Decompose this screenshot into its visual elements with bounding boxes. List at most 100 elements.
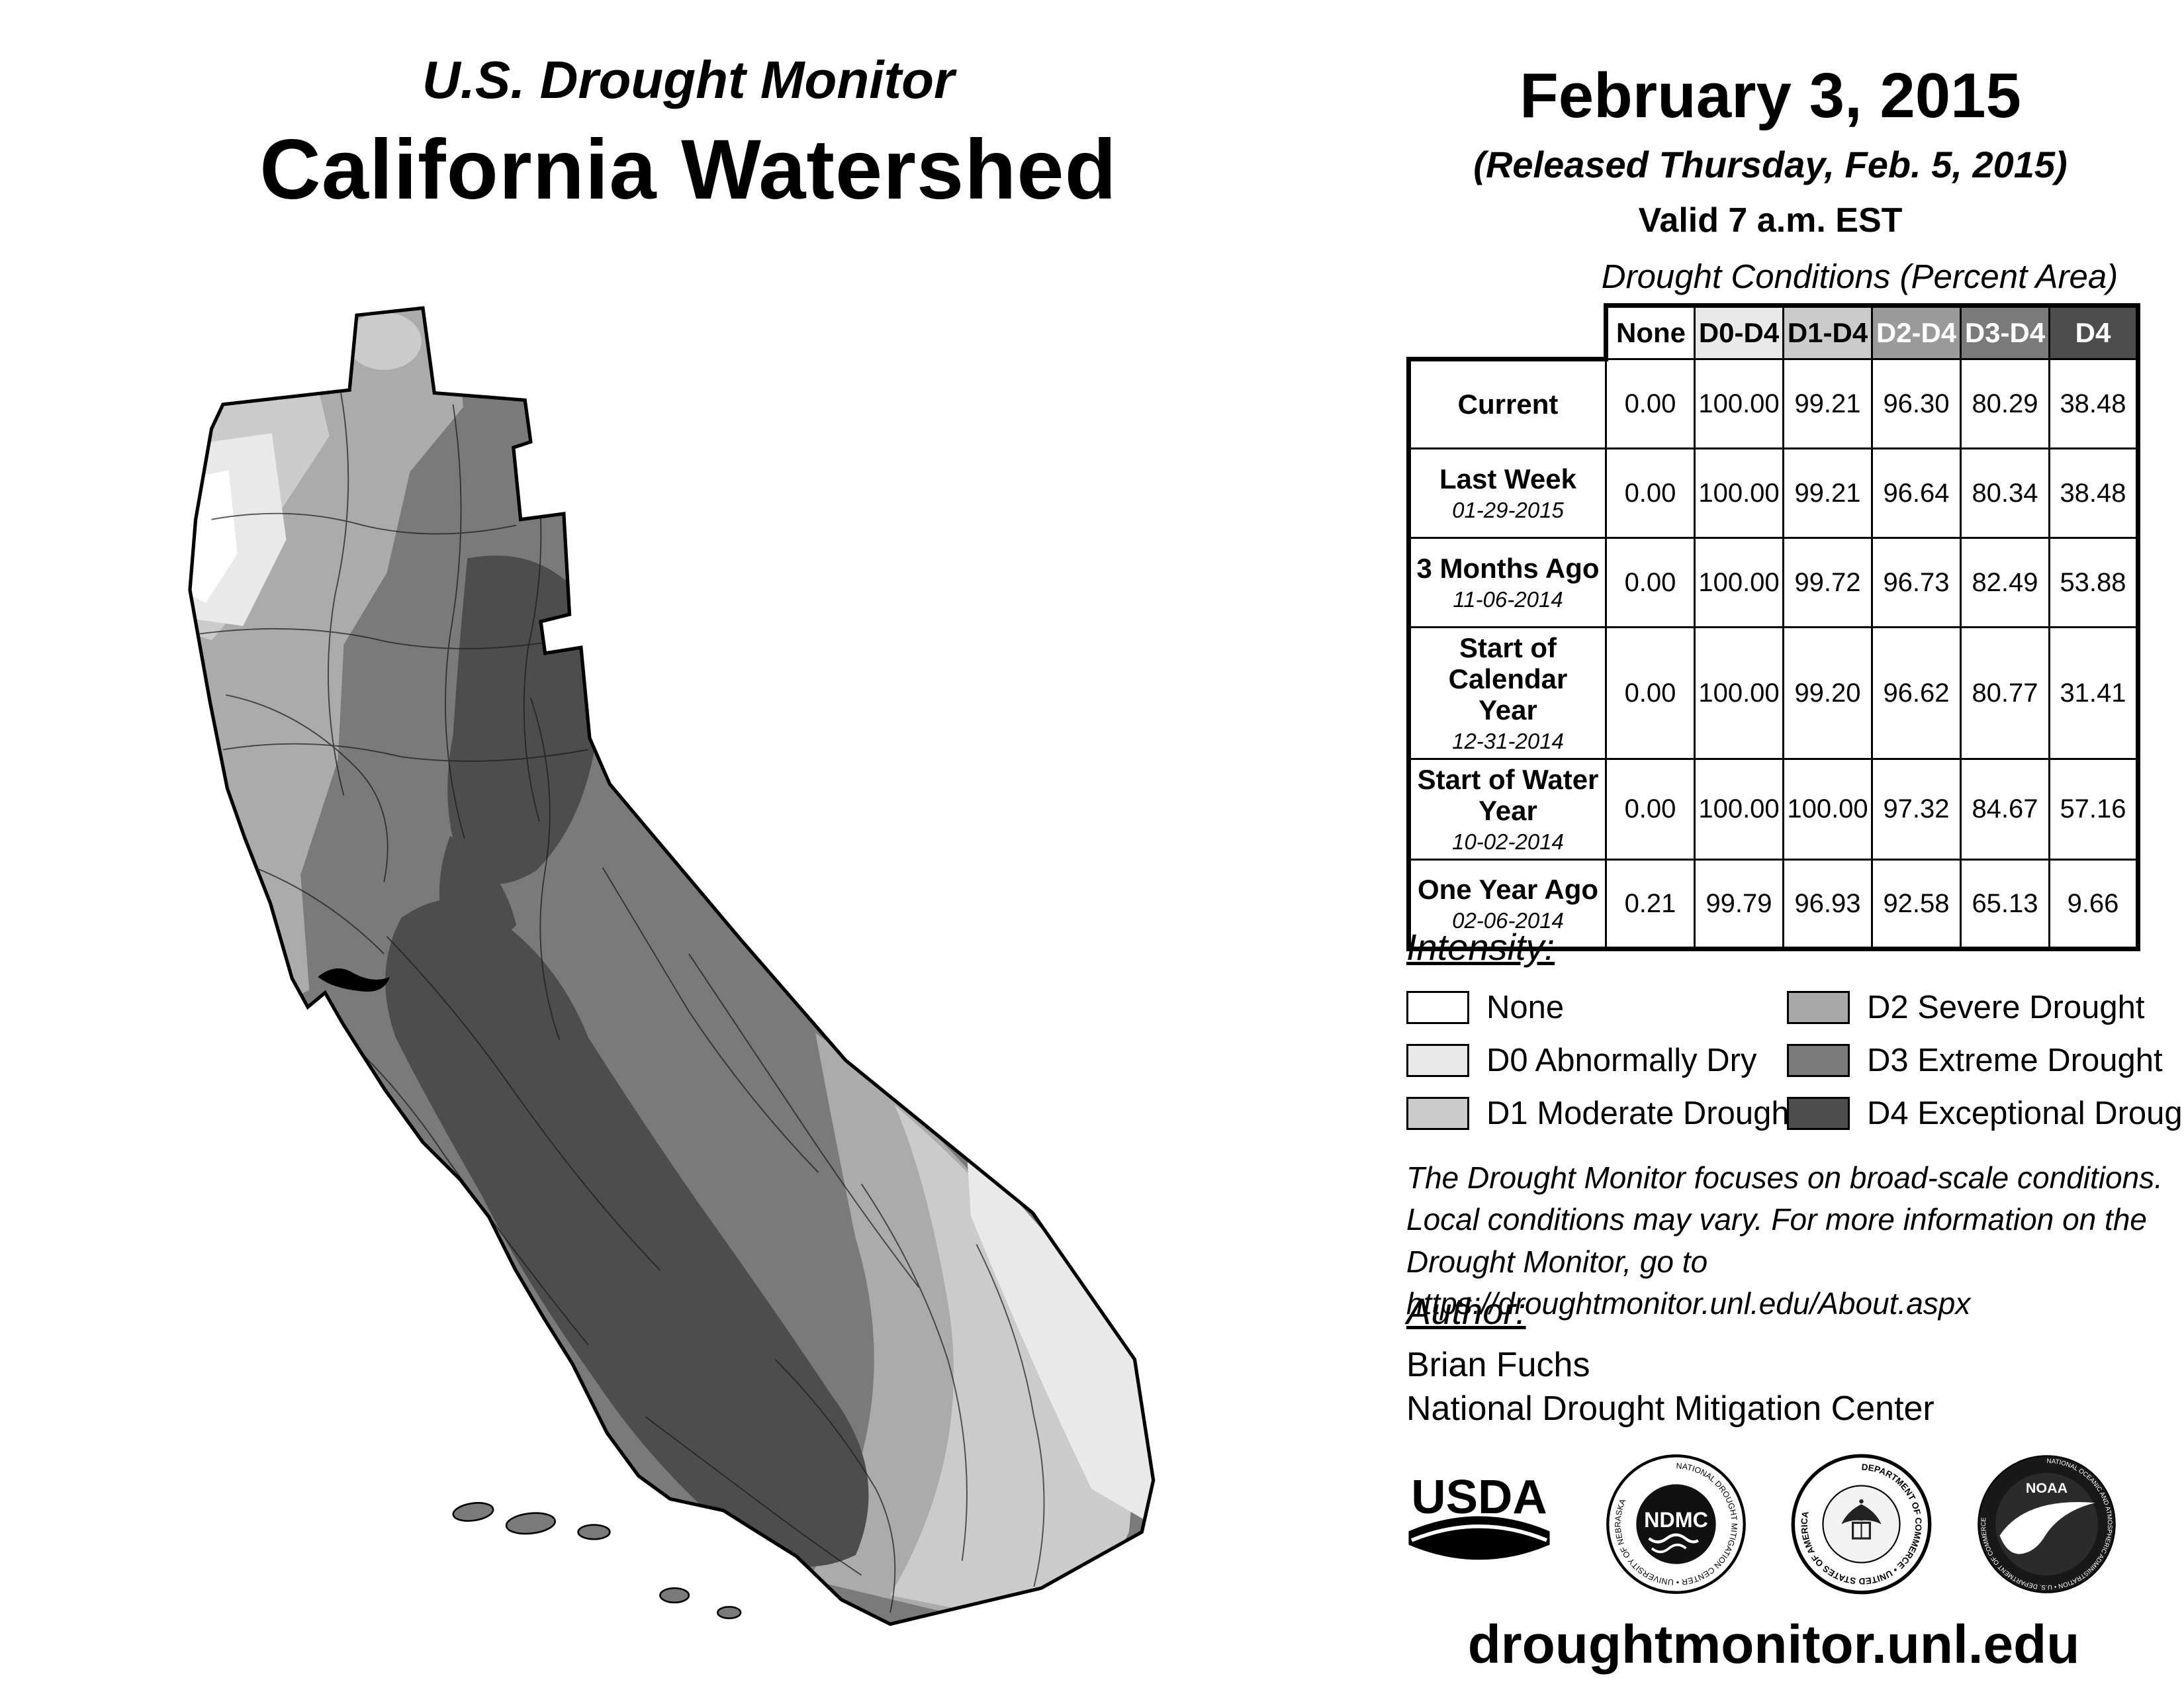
table-cell: 96.62 — [1871, 626, 1962, 761]
table-cell: 82.49 — [1960, 537, 2050, 628]
release-date: (Released Thursday, Feb. 5, 2015) — [1473, 144, 2068, 185]
table-cell: 53.88 — [2048, 537, 2140, 628]
table-row-3-months-ago: 3 Months Ago 11-06-2014 0.00 100.00 99.7… — [1406, 537, 2140, 628]
channel-islands — [452, 1502, 742, 1620]
table-cell: 0.00 — [1605, 758, 1696, 861]
legend-label: D2 Severe Drought — [1867, 990, 2145, 1025]
legend-swatch-none — [1406, 991, 1469, 1024]
table-cell: 92.58 — [1871, 859, 1962, 952]
table-cell: 96.30 — [1871, 358, 1962, 449]
table-cell: 0.21 — [1605, 859, 1696, 952]
table-row-last-week: Last Week 01-29-2015 0.00 100.00 99.21 9… — [1406, 447, 2140, 539]
svg-text:NDMC: NDMC — [1644, 1508, 1708, 1532]
legend-label: D4 Exceptional Drought — [1867, 1096, 2184, 1131]
map-region-d0-east-strip — [966, 1143, 1154, 1530]
table-cell: 84.67 — [1960, 758, 2050, 861]
legend-item-d4: D4 Exceptional Drought — [1787, 1095, 2184, 1132]
watershed-boundaries — [194, 393, 1045, 1613]
row-label-last-week: Last Week 01-29-2015 — [1406, 447, 1607, 539]
legend-label: D3 Extreme Drought — [1867, 1043, 2163, 1078]
table-cell: 65.13 — [1960, 859, 2050, 952]
disclaimer-text: The Drought Monitor focuses on broad-sca… — [1406, 1160, 2163, 1321]
san-francisco-bay — [318, 968, 390, 992]
table-cell: 0.00 — [1605, 537, 1696, 628]
date-block: February 3, 2015 (Released Thursday, Feb… — [1377, 60, 2164, 240]
table-cell: 38.48 — [2048, 358, 2140, 449]
table-title: Drought Conditions (Percent Area) — [1601, 258, 2118, 295]
noaa-bird — [1999, 1502, 2095, 1554]
table-row-one-year-ago: One Year Ago 02-06-2014 0.21 99.79 96.93… — [1406, 859, 2140, 952]
logo-row: USDA NATIONAL DROUGHT MITIGATION CENTER … — [1396, 1450, 2118, 1599]
table-cell: 57.16 — [2048, 758, 2140, 861]
author-title: Author: — [1406, 1290, 1526, 1332]
table-cell: 99.21 — [1782, 447, 1873, 539]
row-label-3-months-ago: 3 Months Ago 11-06-2014 — [1406, 537, 1607, 628]
row-label-current: Current — [1406, 357, 1607, 449]
ndmc-wave-2 — [1651, 1543, 1687, 1554]
legend-item-d3: D3 Extreme Drought — [1787, 1042, 2174, 1079]
col-header-d3-d4: D3-D4 — [1960, 303, 2050, 360]
footer-url: droughtmonitor.unl.edu — [1467, 1615, 2080, 1675]
table-cell: 99.72 — [1782, 537, 1873, 628]
map-region-d4-central — [385, 899, 869, 1567]
legend-swatch-d1 — [1406, 1097, 1469, 1130]
table-cell: 38.48 — [2048, 447, 2140, 539]
table-cell: 0.00 — [1605, 626, 1696, 761]
table-row-start-water-year: Start of Water Year 10-02-2014 0.00 100.… — [1406, 758, 2140, 861]
svg-text:NOAA: NOAA — [2026, 1480, 2068, 1496]
map-date: February 3, 2015 — [1520, 60, 2021, 131]
doc-eagle-emblem — [1841, 1499, 1882, 1540]
legend-item-d0: D0 Abnormally Dry — [1406, 1042, 1787, 1079]
watershed-outline — [188, 306, 1156, 1626]
usda-logo: USDA — [1408, 1470, 1550, 1560]
col-header-d2-d4: D2-D4 — [1871, 303, 1962, 360]
legend-item-d1: D1 Moderate Drought — [1406, 1095, 1798, 1132]
table-cell: 100.00 — [1694, 537, 1784, 628]
ndmc-inner-disc — [1636, 1484, 1716, 1564]
region-title: California Watershed — [259, 122, 1117, 217]
table-row-start-calendar-year: Start of Calendar Year 12-31-2014 0.00 1… — [1406, 626, 2140, 761]
table-cell: 9.66 — [2048, 859, 2140, 952]
author-organization: National Drought Mitigation Center — [1406, 1389, 1934, 1428]
table-cell: 96.93 — [1782, 859, 1873, 952]
table-cell: 0.00 — [1605, 447, 1696, 539]
department-of-commerce-logo: DEPARTMENT OF COMMERCE • UNITED STATES O… — [1791, 1454, 1932, 1595]
table-cell: 80.77 — [1960, 626, 2050, 761]
legend-swatch-d2 — [1787, 991, 1850, 1024]
table-header-row: None D0-D4 D1-D4 D2-D4 D3-D4 D4 — [1408, 303, 2140, 360]
legend-swatch-d0 — [1406, 1044, 1469, 1077]
legend-swatch-d4 — [1787, 1097, 1850, 1130]
table-cell: 97.32 — [1871, 758, 1962, 861]
author-name: Brian Fuchs — [1406, 1346, 1590, 1384]
col-header-d1-d4: D1-D4 — [1782, 303, 1873, 360]
usda-swoosh — [1408, 1516, 1550, 1560]
legend-item-none: None — [1406, 989, 1787, 1026]
noaa-logo: NATIONAL OCEANIC AND ATMOSPHERIC ADMINIS… — [1978, 1455, 2116, 1593]
table-cell: 31.41 — [2048, 626, 2140, 761]
usda-swoosh-line — [1410, 1524, 1548, 1542]
table-cell: 99.20 — [1782, 626, 1873, 761]
table-corner-spacer — [1408, 305, 1606, 359]
legend-label: D0 Abnormally Dry — [1486, 1043, 1757, 1078]
table-cell: 96.64 — [1871, 447, 1962, 539]
legend-swatch-d3 — [1787, 1044, 1850, 1077]
svg-text:USDA: USDA — [1411, 1470, 1547, 1524]
table-cell: 100.00 — [1694, 758, 1784, 861]
table-cell: 96.73 — [1871, 537, 1962, 628]
col-header-d0-d4: D0-D4 — [1694, 303, 1784, 360]
table-cell: 100.00 — [1782, 758, 1873, 861]
ndmc-logo: NATIONAL DROUGHT MITIGATION CENTER • UNI… — [1606, 1454, 1746, 1594]
row-label-start-water-year: Start of Water Year 10-02-2014 — [1406, 758, 1607, 861]
table-cell: 99.79 — [1694, 859, 1784, 952]
table-row-current: Current 0.00 100.00 99.21 96.30 80.29 38… — [1406, 357, 2140, 449]
table-cell: 100.00 — [1694, 447, 1784, 539]
intensity-legend: None D0 Abnormally Dry D1 Moderate Droug… — [1406, 981, 2184, 1140]
row-label-start-calendar-year: Start of Calendar Year 12-31-2014 — [1406, 626, 1607, 761]
map-drought-regions — [189, 308, 1154, 1624]
valid-time: Valid 7 a.m. EST — [1638, 201, 1903, 240]
table-cell: 100.00 — [1694, 626, 1784, 761]
map-region-d1-southeast — [890, 1105, 1132, 1616]
table-cell: 80.29 — [1960, 358, 2050, 449]
map-region-d1-north-tongue — [346, 312, 422, 370]
